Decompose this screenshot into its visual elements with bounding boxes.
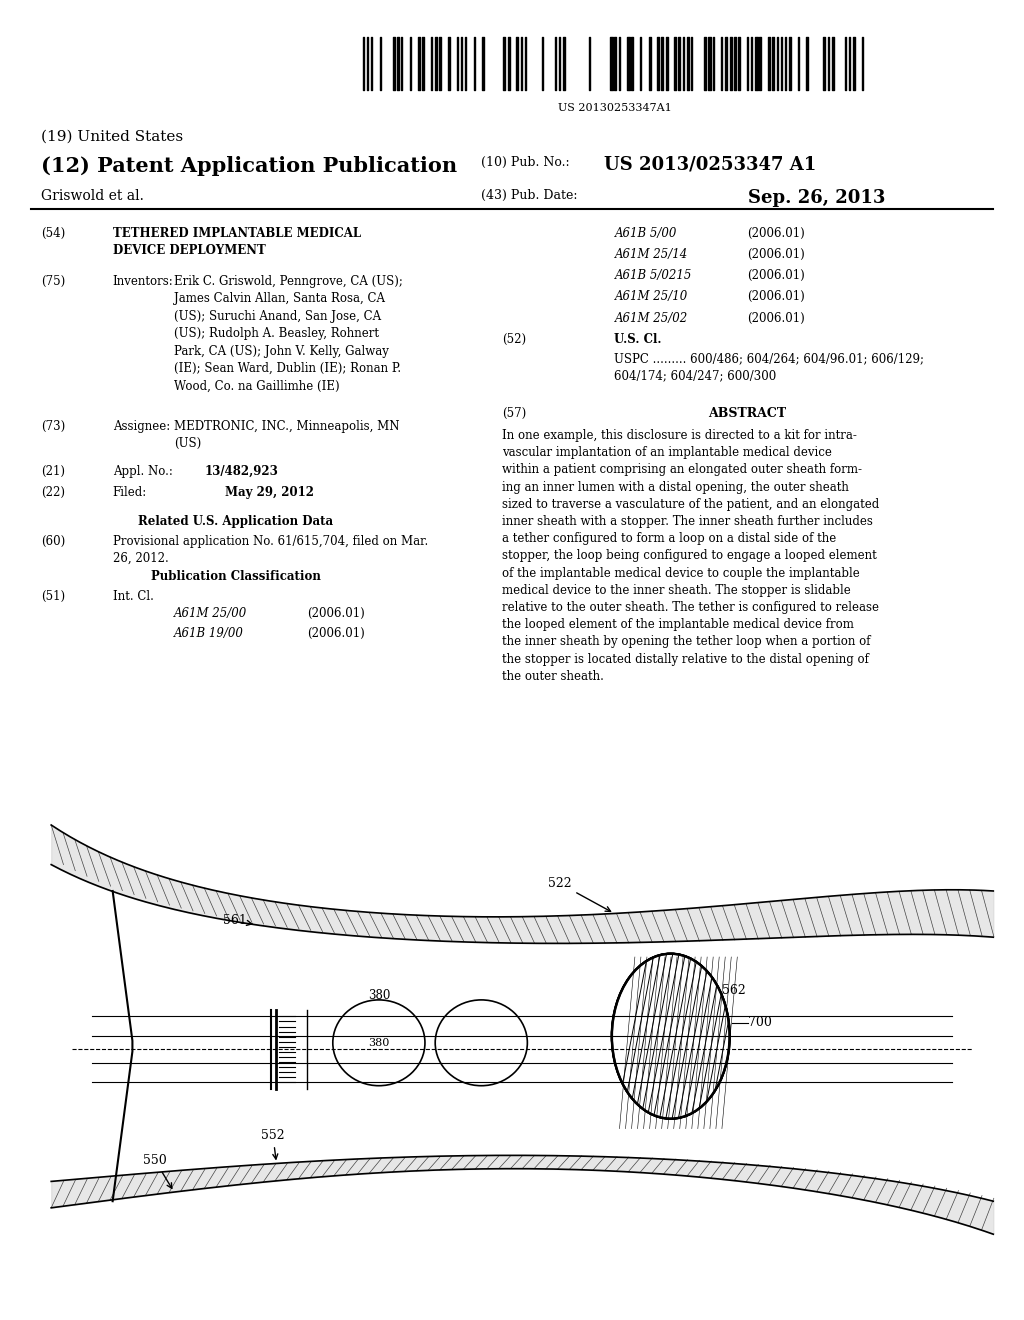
Text: TETHERED IMPLANTABLE MEDICAL
DEVICE DEPLOYMENT: TETHERED IMPLANTABLE MEDICAL DEVICE DEPL… [113, 227, 360, 257]
Text: (43) Pub. Date:: (43) Pub. Date: [481, 189, 578, 202]
Text: 13/482,923: 13/482,923 [205, 465, 279, 478]
Text: Assignee:: Assignee: [113, 420, 170, 433]
Text: In one example, this disclosure is directed to a kit for intra-
vascular implant: In one example, this disclosure is direc… [502, 429, 879, 682]
Text: (2006.01): (2006.01) [307, 627, 365, 640]
Text: (75): (75) [41, 275, 66, 288]
Text: 561: 561 [223, 913, 253, 927]
Text: May 29, 2012: May 29, 2012 [225, 486, 314, 499]
Ellipse shape [612, 953, 729, 1119]
Text: Appl. No.:: Appl. No.: [113, 465, 172, 478]
Text: (73): (73) [41, 420, 66, 433]
Text: Int. Cl.: Int. Cl. [113, 590, 154, 603]
Text: 380: 380 [368, 989, 390, 1002]
Text: Erik C. Griswold, Penngrove, CA (US);
James Calvin Allan, Santa Rosa, CA
(US); S: Erik C. Griswold, Penngrove, CA (US); Ja… [174, 275, 403, 392]
Text: Inventors:: Inventors: [113, 275, 173, 288]
Text: 550: 550 [143, 1154, 172, 1188]
Text: A61B 5/0215: A61B 5/0215 [614, 269, 692, 282]
Text: A61M 25/10: A61M 25/10 [614, 290, 688, 304]
Text: (2006.01): (2006.01) [748, 312, 805, 325]
Text: USPC ......... 600/486; 604/264; 604/96.01; 606/129;
604/174; 604/247; 600/300: USPC ......... 600/486; 604/264; 604/96.… [614, 352, 925, 383]
Text: A61M 25/00: A61M 25/00 [174, 607, 248, 620]
Text: (60): (60) [41, 535, 66, 548]
Text: (51): (51) [41, 590, 66, 603]
Text: Publication Classification: Publication Classification [151, 570, 321, 583]
Text: ABSTRACT: ABSTRACT [709, 407, 786, 420]
Text: Sep. 26, 2013: Sep. 26, 2013 [748, 189, 885, 207]
Text: (12) Patent Application Publication: (12) Patent Application Publication [41, 156, 457, 176]
Text: A61M 25/02: A61M 25/02 [614, 312, 688, 325]
Text: Griswold et al.: Griswold et al. [41, 189, 143, 203]
Text: (19) United States: (19) United States [41, 129, 183, 144]
Text: (2006.01): (2006.01) [748, 227, 805, 240]
Text: A61B 19/00: A61B 19/00 [174, 627, 244, 640]
Text: (52): (52) [502, 333, 526, 346]
Text: Provisional application No. 61/615,704, filed on Mar.
26, 2012.: Provisional application No. 61/615,704, … [113, 535, 428, 565]
Text: US 20130253347A1: US 20130253347A1 [557, 103, 672, 114]
Text: 700: 700 [748, 1016, 771, 1030]
Text: (2006.01): (2006.01) [307, 607, 365, 620]
Text: 522: 522 [548, 876, 610, 911]
Text: (2006.01): (2006.01) [748, 269, 805, 282]
Ellipse shape [612, 953, 729, 1119]
Text: Filed:: Filed: [113, 486, 146, 499]
Text: (21): (21) [41, 465, 65, 478]
Text: (54): (54) [41, 227, 66, 240]
Text: US 2013/0253347 A1: US 2013/0253347 A1 [604, 156, 816, 174]
Text: A61B 5/00: A61B 5/00 [614, 227, 677, 240]
Text: A61M 25/14: A61M 25/14 [614, 248, 688, 261]
Text: 552: 552 [261, 1129, 285, 1159]
Text: (57): (57) [502, 407, 526, 420]
Text: 562: 562 [722, 983, 745, 997]
Text: (10) Pub. No.:: (10) Pub. No.: [481, 156, 570, 169]
Text: (2006.01): (2006.01) [748, 290, 805, 304]
Text: Related U.S. Application Data: Related U.S. Application Data [138, 515, 333, 528]
Text: U.S. Cl.: U.S. Cl. [614, 333, 662, 346]
Text: 380: 380 [369, 1038, 389, 1048]
Text: (2006.01): (2006.01) [748, 248, 805, 261]
Text: (22): (22) [41, 486, 65, 499]
Text: MEDTRONIC, INC., Minneapolis, MN
(US): MEDTRONIC, INC., Minneapolis, MN (US) [174, 420, 399, 450]
